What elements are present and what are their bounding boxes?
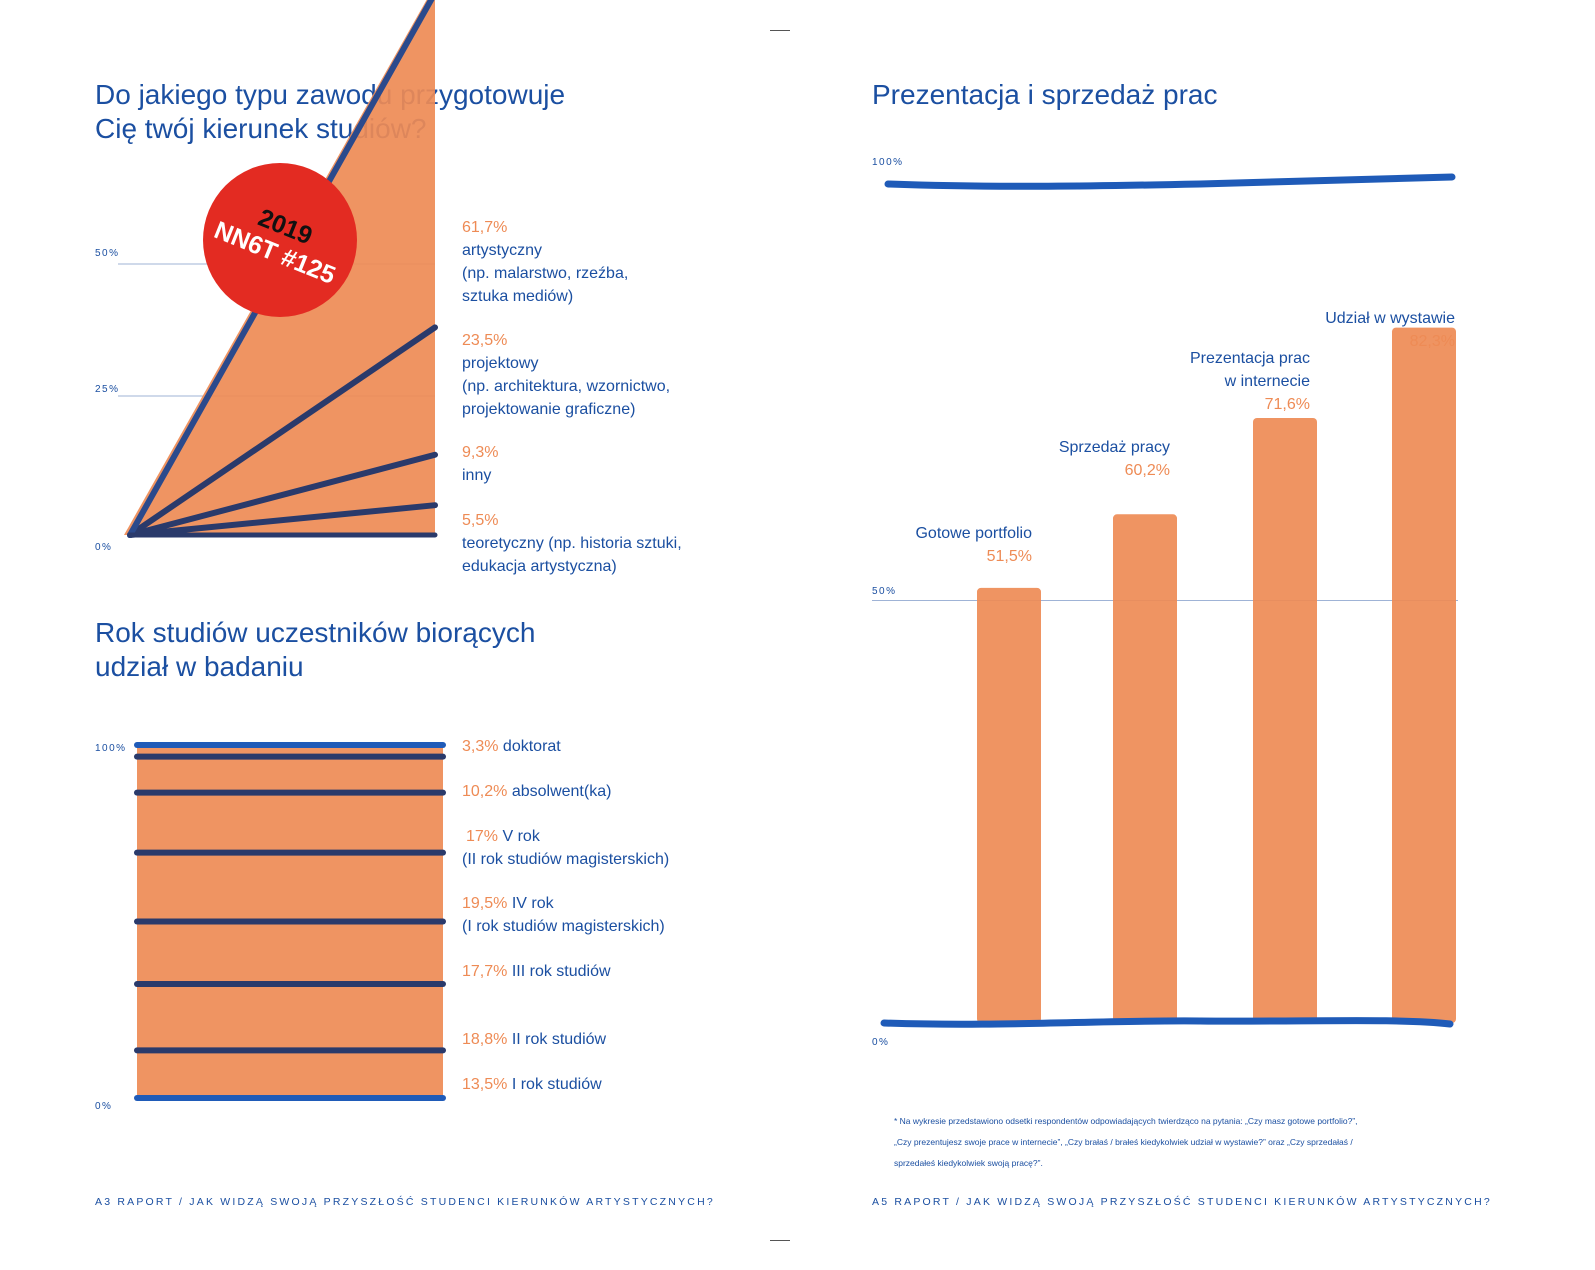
chart1-legend-line: artystyczny (462, 242, 543, 259)
chart2-legend-pct: 18,8% (462, 1031, 508, 1048)
chart1-divider-projektowy (127, 324, 438, 538)
chart1-axis-25: 25% (95, 384, 120, 395)
chart1-legend-line: (np. architektura, wzornictwo, (462, 378, 671, 395)
chart3-bar-name: Prezentacja prac (1189, 350, 1310, 367)
chart1-legend-2: 9,3% inny (462, 441, 498, 487)
chart3-bar-Sprzedaż pracy (1113, 514, 1177, 1023)
chart2-legend-pct: 17% (466, 828, 499, 845)
footnote-line: sprzedałeś kiedykolwiek swoją pracę?”. (894, 1158, 1043, 1168)
chart1-legend-line: (np. malarstwo, rzeźba, (462, 265, 629, 282)
chart2-legend-pct: 19,5% (462, 895, 508, 912)
chart1-axis-50: 50% (95, 248, 120, 259)
chart1-legend-0: 61,7% artystyczny (np. malarstwo, rzeźba… (462, 216, 628, 308)
chart3-baseline (880, 1017, 1454, 1028)
chart1-legend-pct: 61,7% (462, 219, 508, 236)
left-footer: A3 RAPORT / JAK WIDZĄ SWOJĄ PRZYSZŁOŚĆ S… (95, 1196, 715, 1208)
chart2-title-line1: Rok studiów uczestników biorących (95, 617, 536, 648)
chart3-bar-label-2: Prezentacja prac w internecie 71,6% (1190, 347, 1310, 416)
chart1-legend-pct: 5,5% (462, 512, 499, 529)
chart1-legend-line: sztuka mediów) (462, 288, 574, 305)
chart1-legend-line: inny (462, 467, 492, 484)
chart3-plot (872, 173, 1458, 1028)
chart3-bar-name: w internecie (1224, 373, 1310, 390)
chart2-legend-line: V rok (502, 828, 540, 845)
footnote: * Na wykresie przedstawiono odsetki resp… (894, 1111, 1494, 1174)
chart3-bar-name: Udział w wystawie (1325, 310, 1455, 327)
chart2-legend-line: (I rok studiów magisterskich) (462, 918, 665, 935)
chart1-legend-line: projektowy (462, 355, 539, 372)
chart2-legend-0: 3,3% doktorat (462, 735, 561, 758)
chart2-legend-pct: 13,5% (462, 1076, 508, 1093)
chart2-legend-6: 13,5% I rok studiów (462, 1073, 602, 1096)
chart1-legend-line: projektowanie graficzne) (462, 401, 636, 418)
chart3-bar-label-1: Sprzedaż pracy 60,2% (1059, 436, 1170, 482)
chart2-axis-100: 100% (95, 743, 127, 754)
chart1-legend-1: 23,5% projektowy (np. architektura, wzor… (462, 329, 670, 421)
chart1-title-line1: Do jakiego typu zawodu przygotowuje (95, 79, 566, 110)
chart2-legend-line: doktorat (502, 738, 561, 755)
chart2-legend-pct: 17,7% (462, 963, 508, 980)
chart1-axis-0: 0% (95, 542, 113, 553)
chart2-legend-5: 18,8% II rok studiów (462, 1028, 606, 1051)
chart2-legend-4: 17,7% III rok studiów (462, 960, 611, 983)
chart3-bar-pct: 82,3% (1409, 333, 1455, 350)
chart2-legend-1: 10,2% absolwent(ka) (462, 780, 611, 803)
chart3-bar-pct: 71,6% (1264, 396, 1310, 413)
footnote-line: * Na wykresie przedstawiono odsetki resp… (894, 1116, 1358, 1126)
chart3-bar-name: Gotowe portfolio (915, 525, 1032, 542)
chart1-divider-inny (127, 451, 438, 538)
chart3-bar-label-0: Gotowe portfolio 51,5% (915, 522, 1032, 568)
chart2-legend-line: absolwent(ka) (511, 783, 612, 800)
chart3-bar-name: Sprzedaż pracy (1058, 439, 1170, 456)
chart2-axis-0: 0% (95, 1101, 113, 1112)
page-mark-bottom (770, 1240, 790, 1241)
chart1-legend-line: teoretyczny (np. historia sztuki, (462, 535, 682, 552)
chart3-bar-Gotowe portfolio (977, 587, 1041, 1023)
chart3-line-100 (884, 173, 1456, 190)
chart2-title: Rok studiów uczestników biorących udział… (95, 616, 535, 684)
chart2-legend-2: 17% V rok (II rok studiów magisterskich) (462, 825, 669, 871)
stamp-badge (203, 163, 357, 317)
chart2-legend-line: (II rok studiów magisterskich) (462, 851, 670, 868)
chart3-axis-50: 50% (872, 586, 897, 597)
chart2-legend-pct: 3,3% (462, 738, 499, 755)
chart2-legend-pct: 10,2% (462, 783, 508, 800)
chart2-plot (134, 742, 446, 1101)
chart1-legend-line: edukacja artystyczna) (462, 558, 617, 575)
chart3-bar-pct: 60,2% (1124, 462, 1170, 479)
right-footer: A5 RAPORT / JAK WIDZĄ SWOJĄ PRZYSZŁOŚĆ S… (872, 1196, 1492, 1208)
chart3-axis-0: 0% (872, 1037, 890, 1048)
chart1-legend-pct: 9,3% (462, 444, 499, 461)
chart3-axis-100: 100% (872, 157, 904, 168)
chart2-legend-line: IV rok (511, 895, 554, 912)
chart3-bar-Udział w wystawie (1392, 327, 1456, 1023)
page-mark-top (770, 30, 790, 31)
chart2-legend-line: II rok studiów (511, 1031, 607, 1048)
chart2-legend-line: III rok studiów (511, 963, 611, 980)
chart2-title-line2: udział w badaniu (95, 651, 304, 682)
chart1-divider-teoretyczny (127, 502, 438, 538)
footnote-line: „Czy prezentujesz swoje prace w internec… (894, 1137, 1353, 1147)
chart3-title: Prezentacja i sprzedaż prac (872, 79, 1218, 110)
chart2-legend-line: I rok studiów (511, 1076, 602, 1093)
chart1-legend-pct: 23,5% (462, 332, 508, 349)
chart3-bar-label-3: Udział w wystawie 82,3% (1325, 307, 1455, 353)
chart1-legend-3: 5,5% teoretyczny (np. historia sztuki, e… (462, 509, 682, 578)
chart2-legend-3: 19,5% IV rok (I rok studiów magisterskic… (462, 892, 665, 938)
chart3-bar-pct: 51,5% (986, 548, 1032, 565)
chart3-bar-Prezentacja prac w internecie (1253, 417, 1317, 1024)
